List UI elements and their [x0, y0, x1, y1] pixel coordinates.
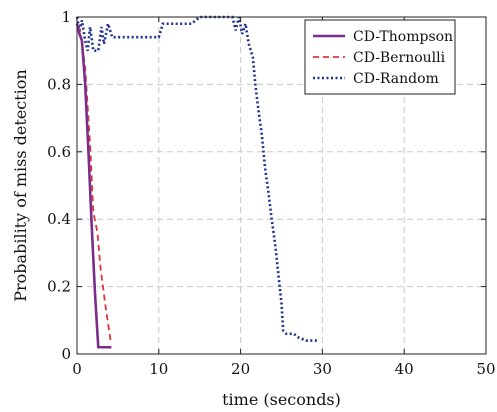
y-axis-label: Probability of miss detection: [11, 69, 30, 301]
x-tick-label-0: 0: [72, 360, 82, 378]
series-line-cd-bernoulli: [76, 26, 112, 341]
y-tick-label-5: 1: [61, 8, 71, 26]
x-tick-label-1: 10: [149, 360, 168, 378]
series-line-cd-thompson: [75, 23, 112, 349]
x-tick-label-5: 50: [476, 360, 495, 378]
y-tick-label-3: 0.6: [47, 143, 71, 161]
plot-frame: [76, 16, 487, 355]
x-tick-label-2: 20: [231, 360, 250, 378]
series-line-cd-random: [75, 15, 319, 342]
x-axis-label: time (seconds): [222, 390, 341, 409]
legend-label-cd-random: CD-Random: [353, 71, 439, 87]
series-layer: [75, 15, 319, 349]
y-tick-label-2: 0.4: [47, 210, 71, 228]
y-tick-label-0: 0: [61, 345, 71, 363]
legend-label-cd-bernoulli: CD-Bernoulli: [353, 50, 446, 66]
tick-labels: 0 10 20 30 40 50 0 0.2 0.4 0.6 0.8 1: [47, 8, 495, 378]
legend: CD-Thompson CD-Bernoulli CD-Random: [304, 19, 456, 95]
x-tick-label-3: 30: [313, 360, 332, 378]
legend-label-cd-thompson: CD-Thompson: [353, 29, 453, 45]
y-tick-label-1: 0.2: [47, 278, 71, 296]
y-tick-label-4: 0.8: [47, 75, 71, 93]
legend-box: [304, 19, 456, 95]
x-tick-label-4: 40: [395, 360, 414, 378]
